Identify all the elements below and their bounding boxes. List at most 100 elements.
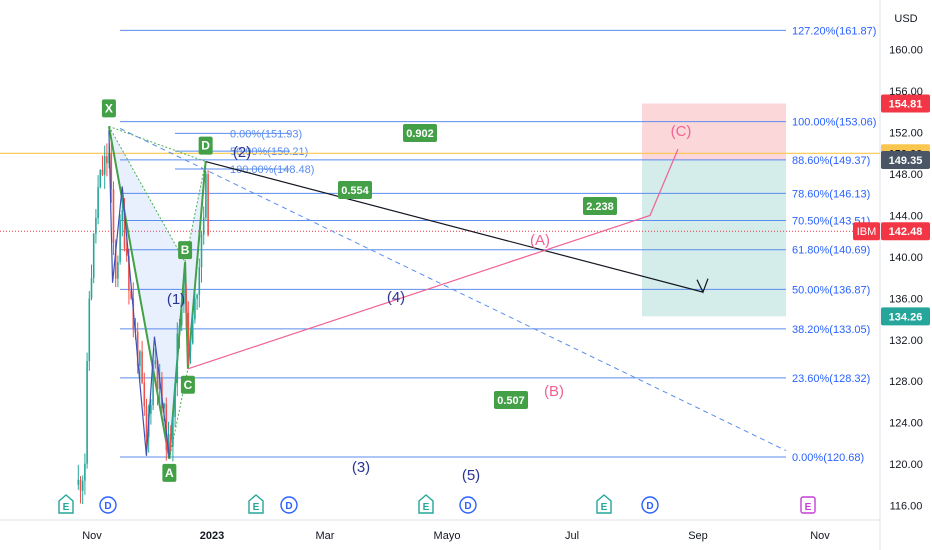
candle-body[interactable] [165,403,168,451]
price-badge[interactable] [881,307,930,326]
harmonic-xab-triangle[interactable] [108,126,186,459]
candle-body[interactable] [90,278,93,299]
candle-body[interactable] [123,209,126,249]
harmonic-point-badge[interactable] [198,136,213,155]
candle-body[interactable] [187,312,190,352]
wave-label: (1) [167,291,185,308]
candle-body[interactable] [86,361,88,464]
candle-body[interactable] [194,298,196,320]
earnings-marker[interactable] [596,494,612,514]
earnings-marker[interactable] [800,496,816,514]
fib-level-label: 38.20%(133.05) [792,324,870,336]
harmonic-ratio-badge[interactable] [583,197,617,215]
candle-body[interactable] [172,417,174,447]
x-tick-label: Jul [565,530,579,542]
candle-body[interactable] [183,289,185,305]
y-tick-label: 156.00 [889,86,923,98]
candle-body[interactable] [81,480,84,491]
dividend-marker[interactable] [99,496,117,514]
candle-body[interactable] [117,261,119,279]
harmonic-ratio-label: 0.554 [341,185,369,197]
candle-body[interactable] [189,343,192,352]
candle-body[interactable] [99,169,102,188]
earnings-marker[interactable] [418,494,434,514]
candle-body[interactable] [136,332,139,367]
price-badge[interactable] [881,94,930,113]
fib-level-label: 61.80%(140.69) [792,245,870,257]
take-profit-zone[interactable] [642,160,786,317]
dashed-trendline[interactable] [119,127,787,452]
candle-body[interactable] [103,156,106,175]
candle-body[interactable] [185,289,187,313]
candle-body[interactable] [114,242,117,279]
candle-body[interactable] [92,233,95,279]
currency-label[interactable]: USD [894,13,917,25]
candle-body[interactable] [205,174,207,218]
harmonic-point-badge[interactable] [180,375,195,394]
candle-body[interactable] [180,304,183,326]
harmonic-ratio-badge[interactable] [494,391,528,409]
candle-body[interactable] [178,325,181,334]
candle-body[interactable] [112,189,115,243]
harmonic-point-badge[interactable] [178,241,193,260]
candle-body[interactable] [163,403,165,409]
candle-body[interactable] [207,174,209,236]
candle-body[interactable] [143,382,146,407]
candle-body[interactable] [150,405,152,414]
candle-body[interactable] [110,153,113,190]
candle-body[interactable] [174,383,176,418]
x-tick-label: Nov [82,530,102,542]
y-tick-label: 124.00 [889,418,923,430]
candle-body[interactable] [198,267,201,295]
price-badge[interactable] [881,222,930,241]
harmonic-pattern-line[interactable] [107,126,207,460]
candle-body[interactable] [145,406,148,438]
candle-body[interactable] [79,479,82,491]
candle-body[interactable] [167,433,170,451]
candle-body[interactable] [128,256,130,291]
candle-body[interactable] [130,290,132,299]
price-badge[interactable] [881,151,930,170]
y-tick-label: 120.00 [889,459,923,471]
candle-body[interactable] [200,234,203,268]
candle-body[interactable] [169,433,172,447]
candle-body[interactable] [191,319,194,344]
dividend-marker[interactable] [459,496,477,514]
fib-level-label: 100.00%(153.06) [792,117,876,129]
candle-body[interactable] [95,218,97,234]
symbol-badge[interactable] [853,222,880,241]
candle-body[interactable] [119,220,121,262]
candle-body[interactable] [196,294,198,299]
harmonic-point-badge[interactable] [162,463,177,482]
candle-body[interactable] [125,248,128,257]
dividend-marker[interactable] [280,496,298,514]
y-tick-label: 140.00 [889,252,923,264]
candle-body[interactable] [84,463,86,481]
candle-body[interactable] [121,209,124,221]
candle-body[interactable] [176,333,179,384]
candle-body[interactable] [88,298,91,362]
stop-loss-zone[interactable] [642,103,786,161]
candle-body[interactable] [106,156,108,164]
candle-body[interactable] [101,169,104,175]
earnings-marker[interactable] [248,494,264,514]
elliott-wave-line[interactable] [108,130,170,458]
candle-body[interactable] [141,351,143,383]
harmonic-point-badge[interactable] [101,99,116,118]
dividend-marker[interactable] [641,496,659,514]
harmonic-ratio-badge[interactable] [338,181,372,199]
projection-arrow[interactable] [205,161,704,293]
candle-body[interactable] [139,351,141,367]
harmonic-ratio-badge[interactable] [403,124,437,142]
candle-body[interactable] [156,360,159,390]
price-scale[interactable] [880,0,932,550]
earnings-marker[interactable] [58,494,74,514]
x-tick-label: Mayo [434,530,461,542]
harmonic-ratio-label: 2.238 [586,201,614,213]
candle-body[interactable] [97,187,99,219]
candle-body[interactable] [202,217,205,235]
candle-body[interactable] [152,364,154,406]
candle-body[interactable] [154,360,157,365]
candle-body[interactable] [77,479,80,485]
